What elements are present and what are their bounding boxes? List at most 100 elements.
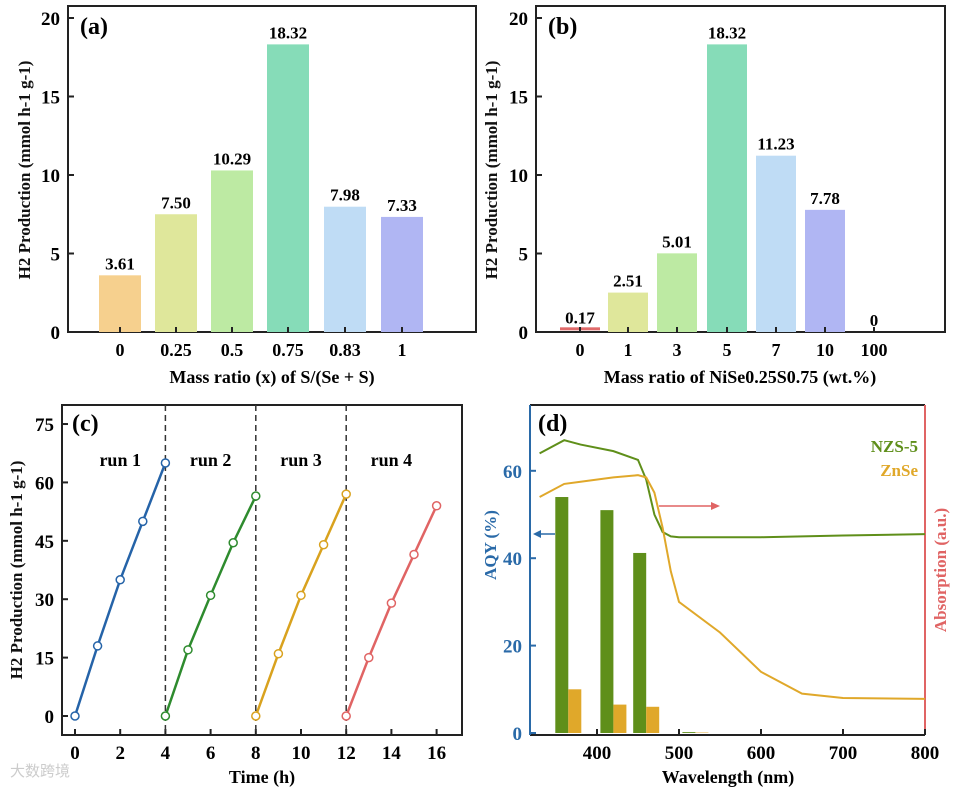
panel-b-ytick-label: 0 — [519, 323, 529, 344]
panel-c-ytick-label: 75 — [35, 415, 54, 436]
run-marker — [228, 538, 238, 548]
panel-a-ylabel: H2 Production (mmol h-1 g-1) — [15, 61, 34, 280]
panel-c-xtick-label: 14 — [382, 743, 402, 764]
panel-a-xtick-label: 0 — [116, 340, 125, 360]
panel-b-data-label: 11.23 — [757, 135, 794, 154]
run-line — [254, 493, 348, 717]
run-line — [164, 495, 257, 717]
watermark: 大数跨境 — [10, 762, 71, 780]
panel-c-xtick-label: 6 — [206, 743, 216, 764]
panel-d-xlabel: Wavelength (nm) — [662, 767, 795, 788]
run-marker — [92, 641, 103, 651]
panel-b-xlabel: Mass ratio of NiSe0.25S0.75 (wt.%) — [604, 367, 876, 388]
run-marker — [364, 652, 374, 663]
panel-a-xtick-label: 1 — [398, 340, 407, 360]
panel-c-xtick-label: 2 — [115, 743, 125, 764]
panel-c-ytick-label: 0 — [45, 707, 55, 728]
panel-d-xtick-label: 600 — [747, 743, 776, 764]
panel-a-xtick-label: 0.83 — [329, 340, 361, 360]
panel-d-panel-label: (d) — [538, 411, 567, 437]
panel-b-data-label: 2.51 — [613, 272, 643, 291]
panel-b-bar — [707, 44, 747, 332]
run-marker — [160, 458, 171, 468]
panel-c-ytick-label: 30 — [35, 590, 54, 611]
run-marker — [341, 711, 351, 721]
panel-c-xtick-label: 8 — [251, 743, 261, 764]
panel-b-ytick-label: 5 — [519, 245, 529, 266]
panel-a-ytick-label: 20 — [41, 9, 60, 30]
aqy-bar-nzs5 — [600, 510, 614, 733]
panel-b-ytick-label: 20 — [509, 9, 528, 30]
panel-b-data-label: 18.32 — [708, 23, 746, 42]
panel-b-xtick-label: 10 — [816, 340, 834, 360]
run-marker — [251, 491, 261, 501]
panel-b-data-label: 0 — [870, 311, 879, 330]
run-marker — [273, 648, 284, 659]
run-marker — [138, 516, 148, 527]
aqy-bar-nzs5 — [555, 497, 569, 733]
right-arrow-head-icon — [711, 502, 720, 510]
panel-a-bar — [267, 44, 309, 332]
panel-c-panel-label: (c) — [72, 411, 99, 437]
panel-d-ytick-label: 20 — [503, 637, 522, 658]
run-line — [345, 505, 438, 717]
panel-a-bar — [211, 170, 253, 332]
panel-d-ytick-label: 0 — [513, 724, 523, 745]
panel-a-ytick-label: 15 — [41, 88, 60, 109]
left-arrow-head-icon — [533, 530, 541, 538]
panel-a-panel-label: (a) — [80, 14, 108, 40]
panel-a-ytick-label: 10 — [41, 166, 60, 187]
panel-c-xtick-label: 10 — [292, 743, 311, 764]
aqy-bar-nzs5 — [633, 552, 647, 733]
panel-a-bar — [381, 216, 423, 332]
panel-b-xtick-label: 5 — [723, 340, 732, 360]
panel-a-data-label: 7.33 — [387, 196, 417, 215]
run-marker — [115, 574, 125, 585]
panel-a-xlabel: Mass ratio (x) of S/(Se + S) — [169, 367, 374, 388]
run-marker — [318, 539, 329, 550]
panel-c-xtick-label: 12 — [337, 743, 356, 764]
panel-b-xtick-label: 1 — [624, 340, 633, 360]
run-marker — [386, 598, 397, 608]
panel-a-data-label: 3.61 — [105, 254, 135, 273]
run-marker — [341, 489, 351, 499]
panel-a-bar — [324, 206, 366, 332]
panel-d-ylabel: AQY (%) — [481, 510, 500, 580]
run-marker — [296, 590, 306, 601]
panel-b-bar — [805, 209, 845, 332]
absorption-curve — [539, 439, 926, 539]
panel-b-data-label: 5.01 — [662, 232, 692, 251]
panel-d-xtick-label: 700 — [829, 743, 858, 764]
panel-d-xtick-label: 400 — [583, 743, 612, 764]
panel-c-ylabel: H2 Production (mmol h-1 g-1) — [7, 461, 26, 680]
aqy-bar-znse — [646, 706, 660, 733]
run-marker — [183, 645, 193, 655]
panel-a-data-label: 7.98 — [330, 186, 360, 205]
panel-d-ylabel-right: Absorption (a.u.) — [931, 508, 950, 632]
panel-d-xtick-label: 800 — [911, 743, 940, 764]
panel-c-xtick-label: 0 — [70, 743, 80, 764]
aqy-bar-nzs5 — [682, 732, 696, 733]
panel-d-ytick-label: 40 — [503, 549, 522, 570]
run-marker — [205, 590, 216, 601]
panel-a-bar — [155, 214, 197, 332]
panel-b-ytick-label: 10 — [509, 166, 528, 187]
panel-c-ytick-label: 15 — [35, 649, 54, 670]
run-marker — [409, 549, 419, 560]
panel-a-data-label: 7.50 — [161, 193, 191, 212]
panel-b-ylabel: H2 Production (mmol h-1 g-1) — [482, 61, 501, 280]
run-marker — [251, 711, 261, 721]
panel-a-xtick-label: 0.75 — [272, 340, 304, 360]
panel-b-data-label: 0.17 — [565, 308, 595, 327]
aqy-bar-znse — [568, 689, 582, 733]
panel-c-xtick-label: 4 — [161, 743, 171, 764]
legend-entry: ZnSe — [880, 461, 918, 480]
panel-a-ytick-label: 0 — [51, 323, 61, 344]
run-label: run 4 — [371, 450, 413, 470]
panel-a-data-label: 18.32 — [269, 23, 307, 42]
panel-c-frame — [61, 404, 463, 736]
panel-c-xlabel: Time (h) — [229, 767, 295, 788]
panel-a-ytick-label: 5 — [51, 245, 61, 266]
panel-b-ytick-label: 15 — [509, 88, 528, 109]
